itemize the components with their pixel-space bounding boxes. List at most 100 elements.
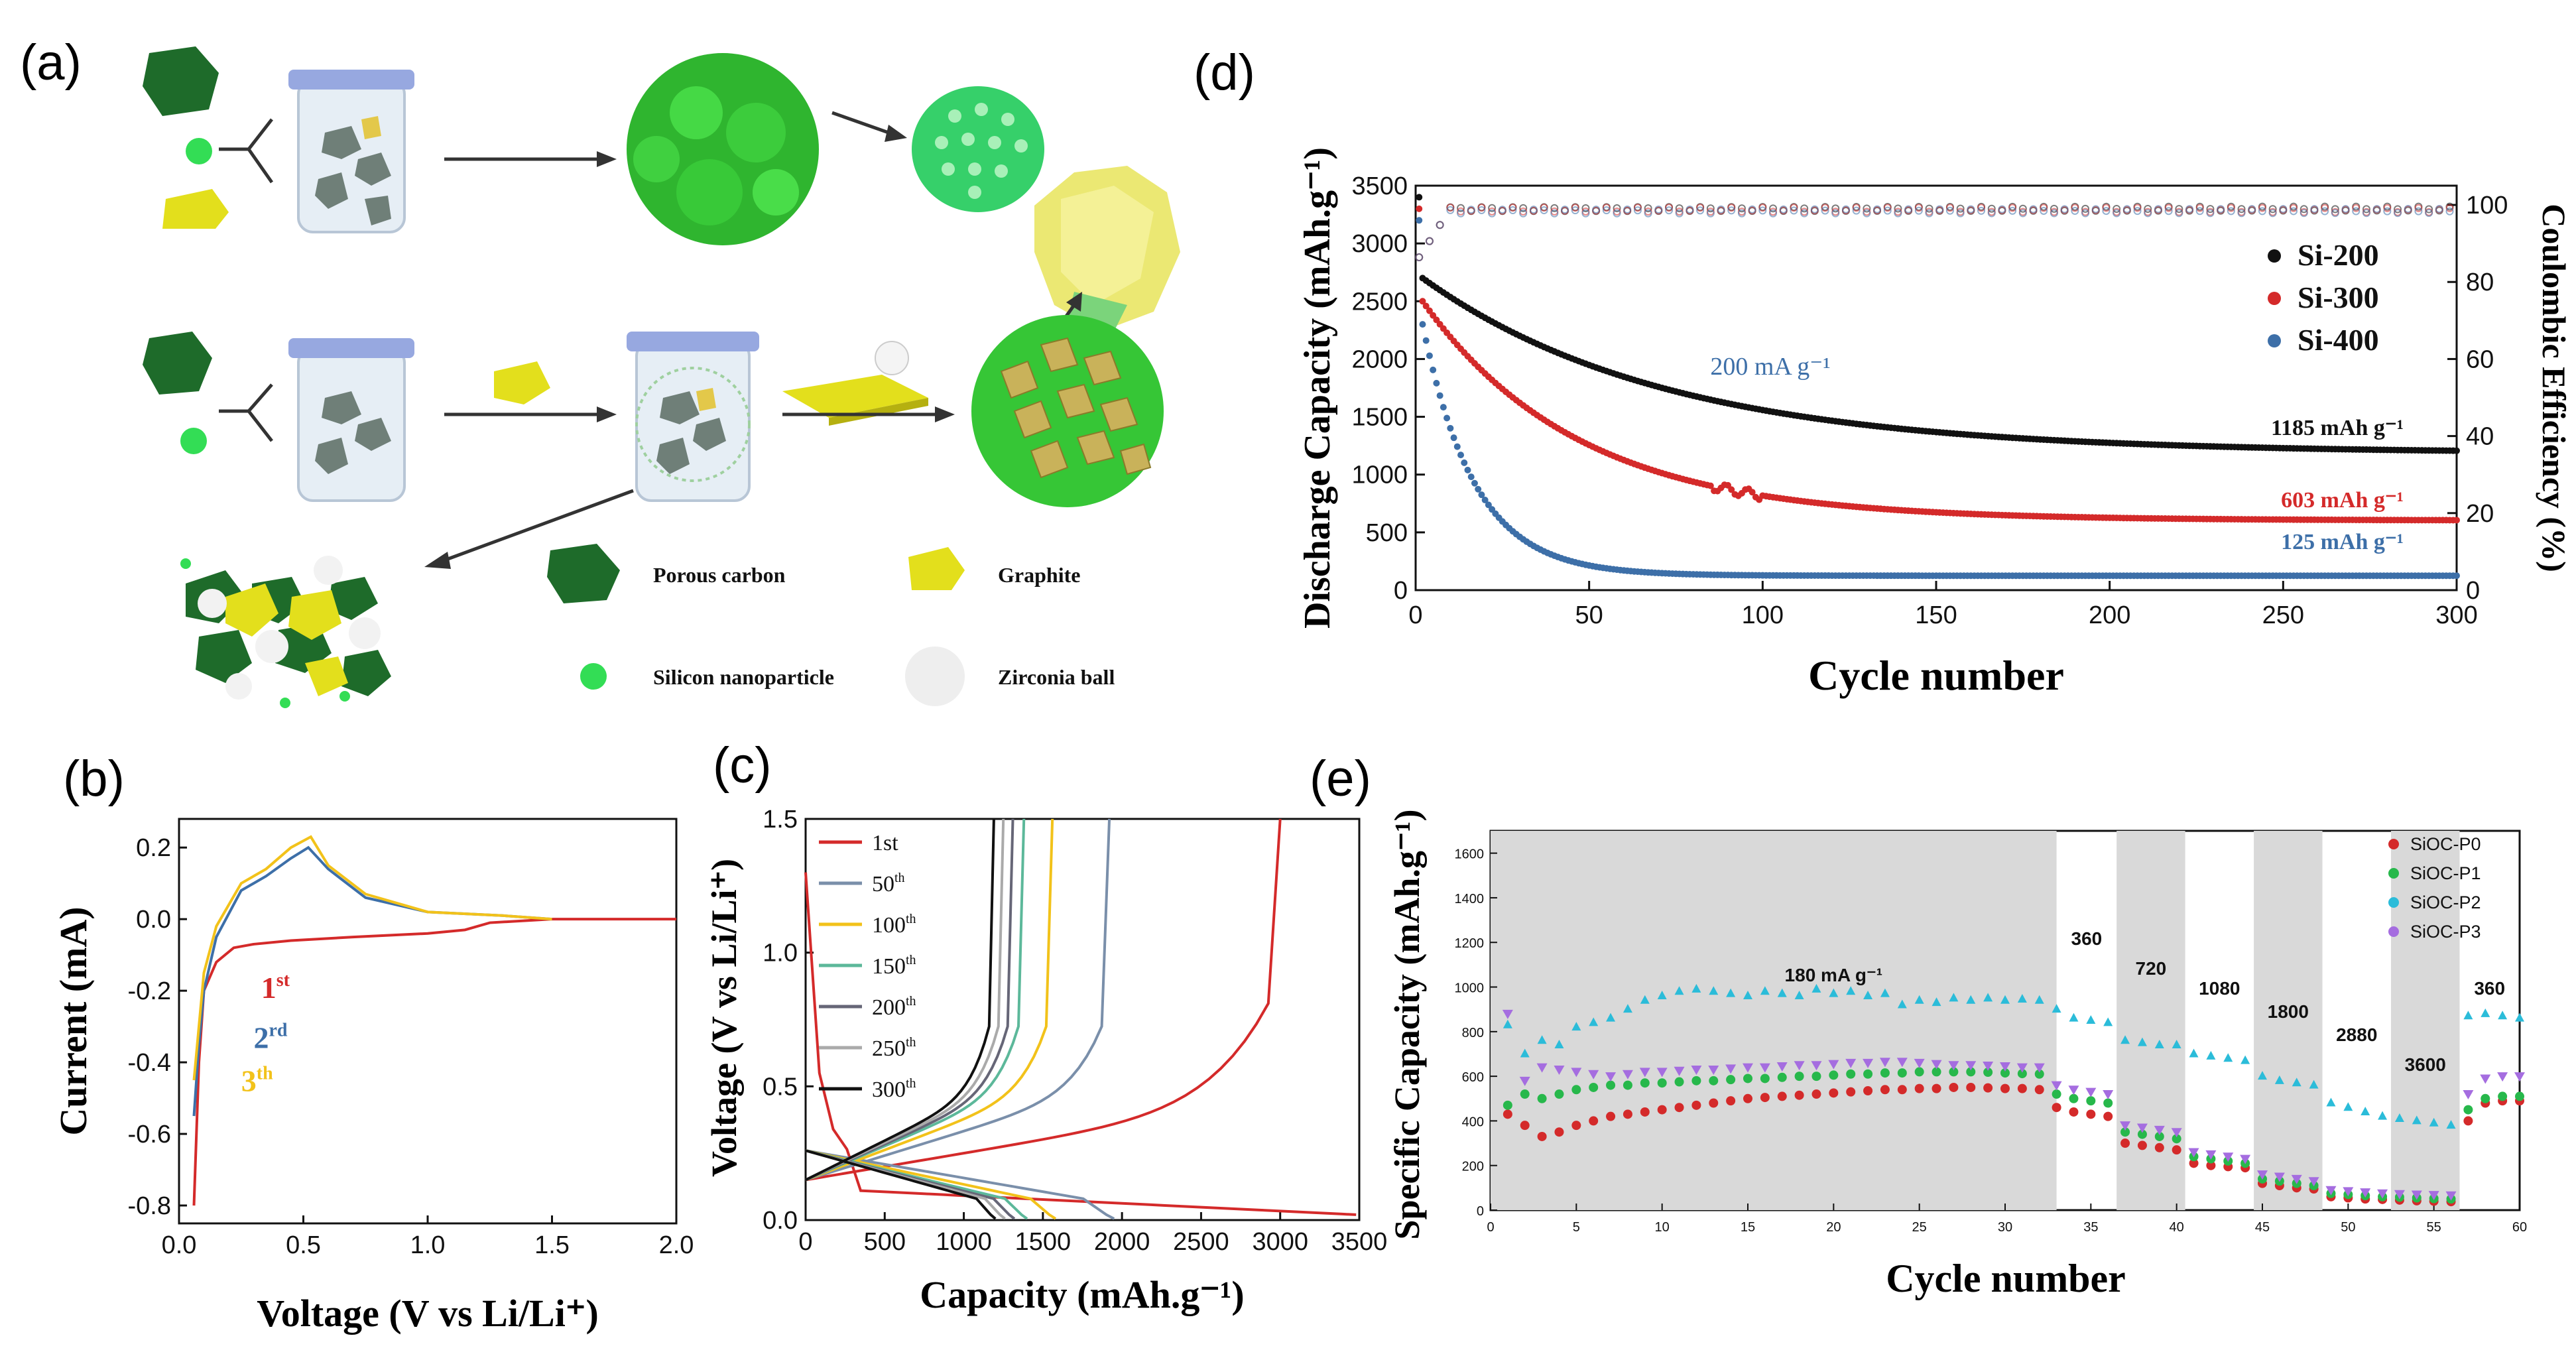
ce-point-Si-400 xyxy=(1717,205,1725,214)
y-tick-label: 600 xyxy=(1462,1070,1484,1085)
ce-point-Si-400 xyxy=(2164,207,2173,216)
x-tick-label: 250 xyxy=(2262,601,2304,629)
data-point-SiOC-P2 xyxy=(2274,1075,2284,1084)
data-point-SiOC-P1 xyxy=(2463,1105,2473,1115)
data-point-SiOC-P2 xyxy=(1966,995,1976,1004)
rate-band-label: 360 xyxy=(2474,978,2505,999)
data-point-SiOC-P2 xyxy=(1743,990,1752,999)
ce-point-Si-400 xyxy=(1477,206,1486,214)
ce-point-Si-400 xyxy=(2321,207,2329,216)
data-point-SiOC-P2 xyxy=(1794,990,1804,999)
ce-point-Si-200 xyxy=(1550,204,1559,212)
ce-point-Si-200 xyxy=(2300,205,2308,214)
data-point-SiOC-P2 xyxy=(1691,983,1701,993)
discharge-curve-1st xyxy=(804,872,1357,1216)
y-tick-label: 3000 xyxy=(1351,230,1408,258)
ce-point-Si-400 xyxy=(2081,209,2090,217)
arrow-head xyxy=(597,406,617,422)
data-point-SiOC-P1 xyxy=(1571,1085,1581,1095)
y-tick-label: 1600 xyxy=(1455,847,1485,862)
ce-point-Si-300 xyxy=(1508,204,1517,212)
silicon-nanoparticle-icon xyxy=(180,428,207,454)
legend-swatch xyxy=(2388,926,2399,937)
capacity-point-Si-400 xyxy=(1450,434,1457,442)
ce-point-Si-400 xyxy=(1779,205,1788,214)
y-tick-label: -0.6 xyxy=(128,1121,171,1148)
charge-curve-100th xyxy=(805,818,1054,1182)
ce-point-Si-200 xyxy=(2237,205,2246,214)
capacity-point-Si-400 xyxy=(1467,473,1475,481)
data-point-SiOC-P0 xyxy=(1966,1082,1976,1092)
data-point-SiOC-P3 xyxy=(1691,1066,1702,1076)
ce-point-Si-400 xyxy=(1498,206,1506,214)
axis-ticks: 0 50 100 150 200 250 3000500100015002000250030… xyxy=(1351,172,2508,629)
y-tick-label: 1.5 xyxy=(763,806,798,833)
x-tick-label: 500 xyxy=(864,1228,906,1256)
data-point-SiOC-P2 xyxy=(2292,1078,2301,1087)
data-point-SiOC-P2 xyxy=(2326,1097,2336,1107)
x-tick-label: 55 xyxy=(2427,1220,2441,1235)
x-tick-label: 60 xyxy=(2512,1220,2527,1235)
merge-connector xyxy=(219,383,273,442)
data-point-SiOC-P1 xyxy=(1709,1076,1719,1085)
x-tick-label: 50 xyxy=(1575,601,1603,629)
ce-point-Si-400 xyxy=(2040,206,2048,215)
y-tick-label: 0 xyxy=(1394,577,1408,605)
capacity-point-Si-300 xyxy=(1707,482,1714,489)
capacity-point-Si-300 xyxy=(1422,302,1430,310)
data-point-SiOC-P0 xyxy=(2017,1083,2027,1093)
data-point-SiOC-P0 xyxy=(2189,1158,2199,1168)
data-point-SiOC-P1 xyxy=(1932,1067,1941,1077)
ce-point-Si-400 xyxy=(1467,206,1475,214)
legend: 1st 50th 100th 150th 200th 250th 300th xyxy=(819,831,916,1102)
capacity-point-Si-300 xyxy=(1728,486,1735,493)
legend-label: Si-400 xyxy=(2298,323,2379,357)
ce-point-Si-300 xyxy=(1821,204,1829,212)
data-point-SiOC-P2 xyxy=(1846,986,1856,995)
data-point-SiOC-P0 xyxy=(2172,1145,2181,1155)
milling-jar-icon xyxy=(288,338,414,502)
ce-point-Si-400 xyxy=(2185,205,2194,214)
ce-point-Si-400 xyxy=(2404,205,2412,214)
data-point-SiOC-P3 xyxy=(2223,1152,2234,1162)
data-point-SiOC-P3 xyxy=(1879,1058,1890,1068)
data-point-SiOC-P0 xyxy=(2137,1141,2147,1150)
ce-point-Si-400 xyxy=(1852,206,1861,215)
y-tick-label: 1500 xyxy=(1351,404,1408,432)
x-tick-label: 1500 xyxy=(1015,1228,1072,1256)
legend-swatch xyxy=(2268,249,2281,263)
ce-point-Si-400 xyxy=(1831,209,1840,217)
panel-d-label: (d) xyxy=(1194,44,1255,101)
data-point-SiOC-P3 xyxy=(2000,1062,2010,1072)
data-point-SiOC-P2 xyxy=(2086,1015,2096,1024)
data-point-SiOC-P3 xyxy=(1776,1062,1788,1072)
silicon-nanoparticle-icon xyxy=(186,138,212,164)
data-point-SiOC-P3 xyxy=(2411,1190,2422,1200)
data-point-SiOC-P1 xyxy=(1794,1072,1804,1081)
data-point-SiOC-P3 xyxy=(1725,1064,1737,1074)
capacity-point-Si-400 xyxy=(1485,501,1492,509)
y-tick-label: 3500 xyxy=(1351,172,1408,200)
ce-point-Si-400 xyxy=(2331,209,2339,217)
ce-point-Si-300 xyxy=(1446,204,1455,212)
data-point-SiOC-P0 xyxy=(2206,1160,2216,1170)
capacity-point-Si-400 xyxy=(1481,497,1489,504)
y-tick-label: 0 xyxy=(1477,1204,1484,1219)
ce-point-Si-300 xyxy=(2071,204,2079,212)
data-point-SiOC-P2 xyxy=(2223,1053,2233,1062)
data-point-SiOC-P3 xyxy=(2360,1188,2371,1198)
y-tick-label: 1.0 xyxy=(763,940,798,967)
ce-point-Si-400 xyxy=(1425,237,1434,245)
series-group xyxy=(1415,194,2460,580)
legend-silicon-nanoparticle: Silicon nanoparticle xyxy=(653,665,834,689)
rate-band-label: 360 xyxy=(2071,928,2103,949)
axis-ticks: 0 500 1000 1500 2000 2500 3000 3500 0.0 0.5 1.0 1.5 xyxy=(763,806,1387,1256)
data-point-SiOC-P0 xyxy=(2000,1083,2010,1093)
data-point-SiOC-P2 xyxy=(2103,1017,2113,1026)
data-point-SiOC-P3 xyxy=(2377,1189,2388,1199)
data-point-SiOC-P2 xyxy=(1571,1022,1581,1031)
legend-label: Si-300 xyxy=(2298,280,2379,314)
y-tick-label: -0.8 xyxy=(128,1192,171,1220)
ce-point-Si-400 xyxy=(1945,206,1954,215)
ce-point-Si-300 xyxy=(1758,204,1767,212)
